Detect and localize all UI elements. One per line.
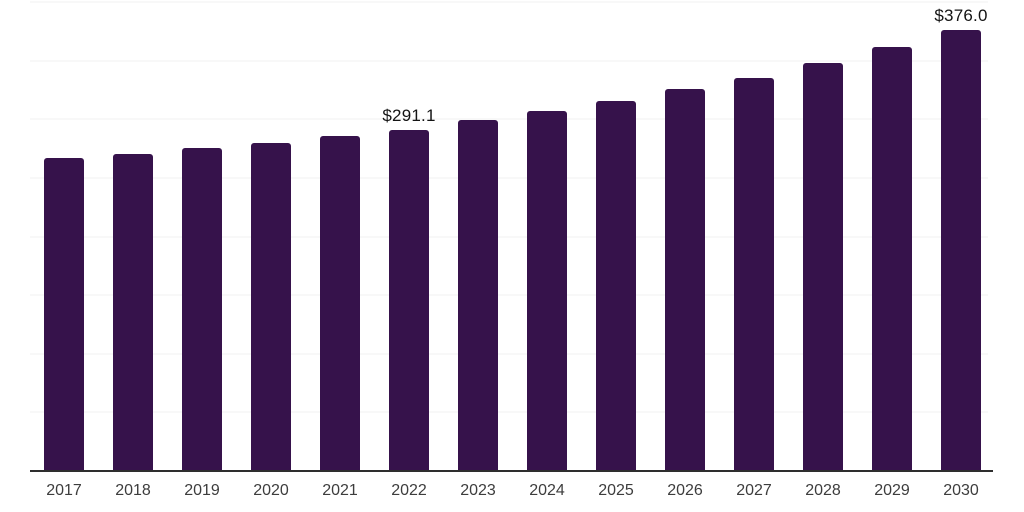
x-tick-label-2027: 2027	[736, 482, 772, 499]
x-tick-label-2018: 2018	[115, 482, 151, 499]
x-axis-line	[30, 469, 993, 472]
x-axis-labels: 2017 2018 2019 2020 2021 2022 2023 2024 2025 2026…	[30, 482, 992, 504]
gridline-300	[30, 118, 988, 120]
gridline-150	[30, 294, 988, 296]
x-tick-label-2020: 2020	[253, 482, 289, 499]
data-label-2030: $376.0	[934, 6, 988, 26]
x-tick-label-2021: 2021	[322, 482, 358, 499]
x-tick-label-2022: 2022	[391, 482, 427, 499]
x-tick-label-2017: 2017	[46, 482, 82, 499]
gridline-400	[30, 1, 988, 3]
bar-2020	[251, 142, 291, 471]
bar-2028	[803, 62, 843, 471]
x-tick-label-2023: 2023	[460, 482, 496, 499]
x-tick-label-2029: 2029	[874, 482, 910, 499]
plot-area: $291.1 $376.0	[30, 1, 992, 471]
bar-2017	[44, 158, 84, 471]
bar-2030	[941, 30, 981, 471]
bar-2024	[527, 111, 567, 471]
bar-2019	[182, 147, 222, 471]
data-label-2022: $291.1	[382, 105, 436, 125]
gridline-50	[30, 411, 988, 413]
x-tick-label-2028: 2028	[805, 482, 841, 499]
x-tick-label-2025: 2025	[598, 482, 634, 499]
gridline-100	[30, 353, 988, 355]
bar-2021	[320, 135, 360, 471]
bar-2023	[458, 120, 498, 471]
bar-2029	[872, 46, 912, 471]
x-tick-label-2026: 2026	[667, 482, 703, 499]
x-tick-label-2024: 2024	[529, 482, 565, 499]
gridline-200	[30, 236, 988, 237]
x-tick-label-2030: 2030	[943, 482, 979, 499]
bar-2018	[113, 153, 153, 471]
gridline-350	[30, 60, 988, 62]
bar-2025	[596, 101, 636, 471]
x-tick-label-2019: 2019	[184, 482, 220, 499]
bar-2026	[665, 89, 705, 471]
bar-2027	[734, 77, 774, 471]
bar-2022	[389, 129, 429, 471]
gridline-250	[30, 177, 988, 179]
